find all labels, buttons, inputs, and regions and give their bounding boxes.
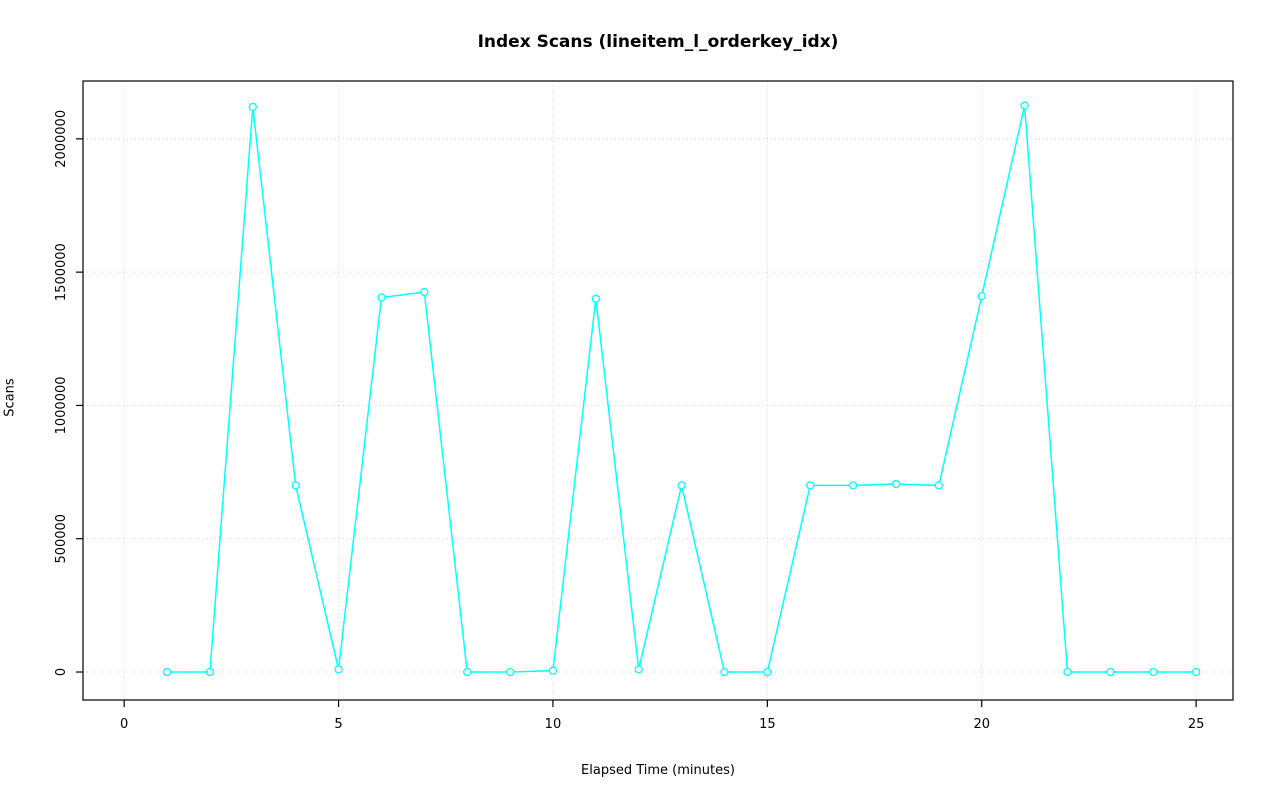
data-point (205, 667, 215, 677)
y-tick-label: 1000000 (54, 376, 69, 434)
y-tick-label: 500000 (54, 514, 69, 564)
data-point (891, 479, 901, 489)
data-point (848, 481, 858, 490)
data-point (1020, 101, 1029, 110)
chart-title: Index Scans (lineitem_l_orderkey_idx) (477, 32, 839, 52)
data-point (548, 666, 558, 675)
data-point (720, 667, 729, 677)
data-point (1191, 667, 1201, 677)
data-point (248, 102, 257, 112)
data-point (162, 667, 172, 677)
y-tick-label: 1500000 (54, 243, 69, 301)
series-line (166, 104, 1197, 673)
data-point (806, 481, 815, 490)
data-point (934, 481, 944, 490)
x-tick-label: 15 (759, 717, 776, 732)
x-tick-label: 20 (973, 717, 990, 732)
x-tick-label: 0 (120, 717, 128, 732)
data-point (1149, 667, 1158, 677)
x-axis-label: Elapsed Time (minutes) (581, 763, 735, 778)
x-tick-label: 10 (545, 717, 562, 732)
data-point (763, 667, 772, 677)
data-point (420, 287, 429, 297)
data-point (291, 481, 300, 490)
data-point (334, 665, 343, 674)
data-point (463, 667, 472, 677)
data-point (1063, 667, 1072, 677)
data-point (505, 667, 515, 677)
data-point (634, 665, 643, 674)
data-point (1106, 667, 1115, 677)
y-tick-label: 2000000 (54, 110, 69, 168)
data-point (591, 294, 600, 303)
y-tick-label: 0 (54, 668, 69, 676)
x-tick-label: 25 (1188, 717, 1205, 732)
data-point (977, 291, 986, 301)
y-axis-label: Scans (2, 378, 18, 417)
plot-box (82, 80, 1234, 701)
data-point (377, 293, 386, 302)
data-point (677, 481, 686, 490)
x-tick-label: 5 (334, 717, 342, 732)
